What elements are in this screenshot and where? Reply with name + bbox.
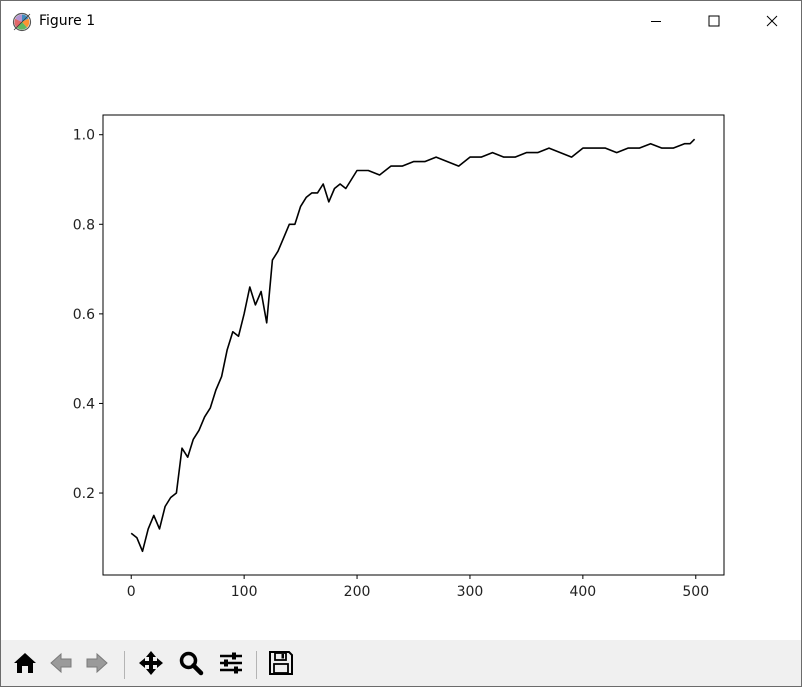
floppy-disk-icon bbox=[267, 649, 295, 681]
close-button[interactable] bbox=[743, 1, 801, 41]
arrow-left-icon bbox=[47, 649, 75, 681]
x-tick-label: 300 bbox=[457, 584, 484, 600]
magnifier-icon bbox=[177, 649, 205, 681]
x-tick-label: 500 bbox=[682, 584, 709, 600]
y-tick-label: 1.0 bbox=[73, 128, 95, 144]
forward-button[interactable] bbox=[81, 649, 113, 681]
line-chart: 0 100 200 300 400 500 0.2 0.4 0.6 0.8 1.0 bbox=[73, 114, 725, 600]
home-icon bbox=[11, 649, 39, 681]
back-button[interactable] bbox=[45, 649, 77, 681]
minimize-button[interactable] bbox=[627, 1, 685, 41]
zoom-button[interactable] bbox=[175, 649, 207, 681]
maximize-button[interactable] bbox=[685, 1, 743, 41]
title-bar[interactable]: Figure 1 bbox=[1, 1, 801, 41]
move-icon bbox=[137, 649, 165, 681]
save-button[interactable] bbox=[265, 649, 297, 681]
pan-button[interactable] bbox=[135, 649, 167, 681]
close-icon bbox=[766, 15, 778, 27]
home-button[interactable] bbox=[9, 649, 41, 681]
toolbar-separator bbox=[124, 651, 125, 679]
matplotlib-logo-icon bbox=[12, 12, 32, 32]
maximize-icon bbox=[708, 15, 720, 27]
minimize-icon bbox=[650, 15, 662, 27]
x-tick-label: 200 bbox=[344, 584, 371, 600]
x-tick-label: 100 bbox=[231, 584, 258, 600]
series-line bbox=[130, 138, 696, 553]
configure-subplots-button[interactable] bbox=[215, 649, 247, 681]
y-tick-label: 0.6 bbox=[73, 307, 95, 323]
y-tick-label: 0.8 bbox=[73, 217, 95, 233]
sliders-icon bbox=[217, 649, 245, 681]
axes-frame bbox=[102, 114, 725, 576]
y-tick-label: 0.2 bbox=[73, 486, 95, 502]
toolbar-separator bbox=[256, 651, 257, 679]
x-tick-label: 0 bbox=[127, 584, 136, 600]
arrow-right-icon bbox=[83, 649, 111, 681]
x-tick-label: 400 bbox=[569, 584, 596, 600]
navigation-toolbar bbox=[1, 640, 801, 686]
window-title: Figure 1 bbox=[39, 13, 96, 29]
y-tick-label: 0.4 bbox=[73, 396, 95, 412]
figure-canvas[interactable]: 0 100 200 300 400 500 0.2 0.4 0.6 0.8 1.0 bbox=[1, 41, 801, 639]
